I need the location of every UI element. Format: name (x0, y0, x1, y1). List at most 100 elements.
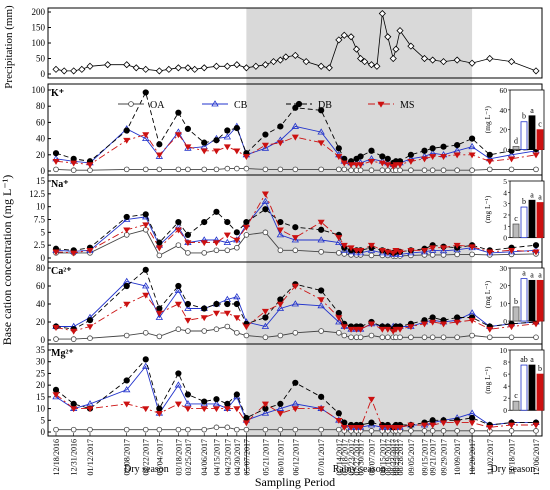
inset-ytick-label: 4 (503, 382, 507, 391)
inset-bar (512, 223, 520, 239)
inset-bar (528, 279, 536, 322)
point-cb (174, 286, 183, 293)
point-cb (317, 128, 325, 135)
precip-ytick-label: 100 (32, 38, 46, 48)
point-oa (175, 426, 182, 433)
point-ms (212, 240, 220, 247)
point-ms (52, 158, 60, 165)
point-ms (429, 319, 437, 326)
point-ms (453, 420, 461, 427)
point-oa (213, 424, 220, 431)
rainy-season-band (246, 8, 473, 436)
legend-marker-oa (128, 101, 134, 107)
point-oa (142, 329, 149, 336)
point-ms (200, 148, 208, 155)
ytick-label: 0 (41, 335, 46, 345)
point-db (468, 135, 476, 142)
point-db (142, 211, 149, 218)
point-ms (242, 154, 250, 161)
point-cb (123, 277, 131, 284)
point-ms (507, 156, 516, 163)
inset-ytick-label: 30 (500, 264, 508, 273)
point-db (318, 393, 325, 400)
point-ms (335, 154, 343, 161)
point-db (156, 141, 163, 148)
point-cb (184, 144, 192, 151)
precip-point (291, 51, 299, 59)
point-oa (292, 166, 299, 173)
point-oa (408, 428, 414, 434)
point-db (184, 231, 191, 238)
xtick-label: 04/23/2017 (223, 439, 232, 475)
point-oa (156, 252, 163, 259)
point-ms (86, 406, 94, 413)
point-cb (335, 238, 343, 245)
precip-point (261, 61, 269, 69)
point-db (175, 218, 182, 226)
precip-point (132, 64, 140, 72)
point-ms (86, 324, 94, 331)
inset-bar (528, 115, 536, 150)
precip-point (104, 61, 112, 69)
precip-point (155, 67, 163, 75)
point-db (357, 153, 364, 160)
point-ms (468, 420, 476, 427)
point-cb (142, 134, 150, 141)
point-oa (348, 334, 354, 341)
point-oa (142, 166, 149, 173)
precip-point (486, 54, 494, 63)
point-cb (276, 304, 285, 311)
point-ms (486, 158, 494, 165)
xtick-label: 02/22/2017 (142, 439, 151, 475)
point-oa (243, 426, 250, 433)
point-oa (234, 244, 240, 251)
point-db (335, 309, 342, 317)
precip-point (389, 54, 397, 63)
point-ms (486, 425, 494, 431)
point-oa (341, 332, 348, 339)
point-ms (532, 249, 540, 256)
point-ms (440, 245, 448, 252)
point-ms (52, 392, 60, 399)
legend-marker-ms (377, 101, 385, 108)
x-axis-label: Sampling Period (255, 475, 335, 489)
point-ms (223, 310, 231, 317)
point-cb (428, 246, 437, 253)
ytick-label: 60 (36, 117, 46, 127)
inset-letter: a (530, 106, 534, 115)
point-ms (384, 326, 392, 333)
ytick-label: 20 (36, 380, 46, 390)
precip-point (123, 61, 131, 69)
point-db (429, 314, 436, 321)
precip-point (184, 64, 192, 72)
point-ms (378, 425, 386, 431)
precip-point (212, 62, 221, 70)
point-oa (53, 426, 59, 433)
point-ms (242, 224, 250, 231)
point-oa (156, 333, 163, 340)
point-oa (384, 334, 391, 341)
point-ms (367, 158, 375, 165)
precip-point (507, 58, 516, 66)
point-oa (234, 165, 240, 172)
point-cb (261, 409, 270, 416)
point-db (292, 224, 299, 231)
point-oa (123, 166, 130, 173)
xtick-label: 01/12/2017 (86, 439, 95, 475)
series-lines (52, 9, 540, 434)
season-label: Dry season (124, 464, 169, 475)
point-oa (262, 229, 269, 236)
precip-point (282, 53, 290, 61)
precip-ytick-label: 200 (32, 7, 46, 17)
ytick-label: 5 (41, 227, 46, 237)
point-db (123, 127, 130, 134)
season-label: Rainy season (333, 464, 386, 475)
precip-point (242, 64, 250, 72)
legend-label-cb: CB (234, 100, 248, 111)
point-db (262, 206, 269, 213)
xtick-label: 12/31/2016 (70, 439, 79, 475)
point-db (86, 317, 94, 324)
point-ms (223, 232, 231, 239)
precip-point (142, 65, 150, 73)
